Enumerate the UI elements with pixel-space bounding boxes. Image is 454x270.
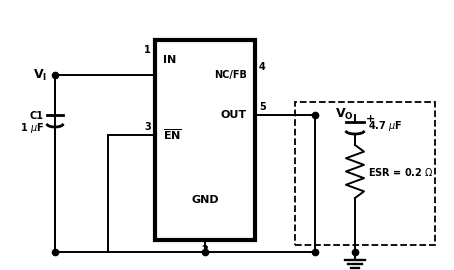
Text: 2: 2 <box>202 245 208 255</box>
Text: 1 $\mu$F: 1 $\mu$F <box>20 121 44 135</box>
Bar <box>295 102 435 245</box>
Text: 1: 1 <box>144 45 151 55</box>
Bar <box>155 40 255 240</box>
Text: 5: 5 <box>259 102 266 112</box>
Text: ESR = 0.2 $\Omega$: ESR = 0.2 $\Omega$ <box>368 166 434 177</box>
Text: 4.7 $\mu$F: 4.7 $\mu$F <box>368 119 403 133</box>
Text: GND: GND <box>191 195 219 205</box>
Text: NC/FB: NC/FB <box>214 70 247 80</box>
Text: C1: C1 <box>30 111 44 121</box>
Text: OUT: OUT <box>221 110 247 120</box>
Text: IN: IN <box>163 55 176 65</box>
Text: $\mathbf{V_I}$: $\mathbf{V_I}$ <box>33 68 47 83</box>
Text: 3: 3 <box>144 122 151 132</box>
Text: +: + <box>366 114 375 124</box>
Text: $\overline{\mathbf{EN}}$: $\overline{\mathbf{EN}}$ <box>163 128 182 142</box>
Text: 4: 4 <box>259 62 266 72</box>
Text: $\mathbf{V_O}$: $\mathbf{V_O}$ <box>335 106 354 122</box>
